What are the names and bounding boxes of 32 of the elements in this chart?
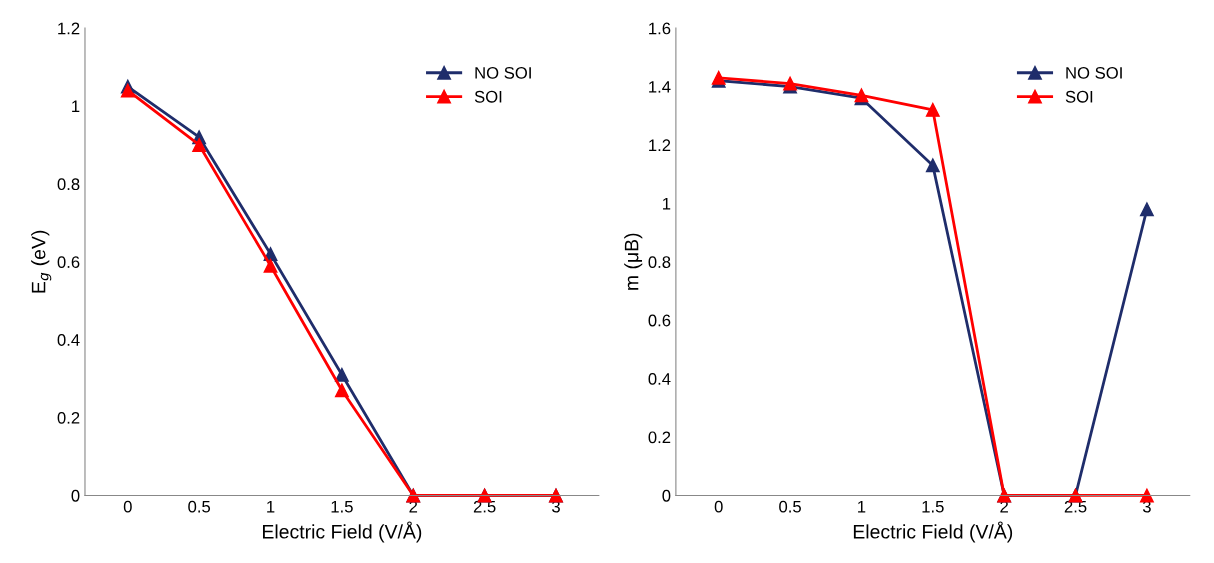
x-tick-label: 0 bbox=[123, 500, 132, 513]
y-tick-label: 0.2 bbox=[57, 411, 80, 424]
x-tick-label: 1.5 bbox=[922, 500, 944, 513]
x-tick-label: 1 bbox=[267, 500, 275, 513]
y-tick-label: 0.4 bbox=[57, 334, 80, 346]
x-axis-title: Electric Field (V/Å) bbox=[263, 521, 422, 543]
legend-label: NO SOI bbox=[1066, 66, 1122, 79]
y-tick-label: 0.6 bbox=[57, 256, 80, 268]
y-tick-label: 1.2 bbox=[58, 22, 80, 35]
legend-label: SOI bbox=[474, 90, 502, 103]
legend-label: NO SOI bbox=[475, 66, 531, 79]
y-tick-label: 1.4 bbox=[649, 81, 671, 93]
y-tick-label: 0 bbox=[71, 489, 80, 502]
x-tick-label: 0 bbox=[714, 500, 723, 513]
x-tick-label: 1.5 bbox=[331, 500, 353, 513]
legend-label: SOI bbox=[1065, 90, 1093, 103]
y-tick-label: 1 bbox=[663, 197, 671, 210]
y-tick-label: 0.8 bbox=[57, 178, 80, 191]
y-tick-label: 0 bbox=[662, 489, 671, 502]
y-tick-label: 0.8 bbox=[648, 256, 671, 268]
x-tick-label: 0.5 bbox=[779, 500, 801, 513]
y-tick-label: 0.4 bbox=[648, 373, 671, 385]
x-tick-label: 1 bbox=[858, 500, 866, 513]
x-axis-title: Electric Field (V/Å) bbox=[853, 521, 1013, 543]
y-tick-label: 0.2 bbox=[648, 431, 671, 444]
y-axis-title: E$_{g}$ (eV) bbox=[31, 230, 52, 293]
y-tick-label: 1 bbox=[72, 100, 80, 113]
y-axis-title: m (μB) bbox=[624, 233, 643, 290]
y-tick-label: 1.2 bbox=[649, 139, 671, 152]
y-tick-label: 1.6 bbox=[649, 22, 671, 35]
x-tick-label: 0.5 bbox=[188, 500, 211, 513]
y-tick-label: 0.6 bbox=[648, 314, 671, 327]
